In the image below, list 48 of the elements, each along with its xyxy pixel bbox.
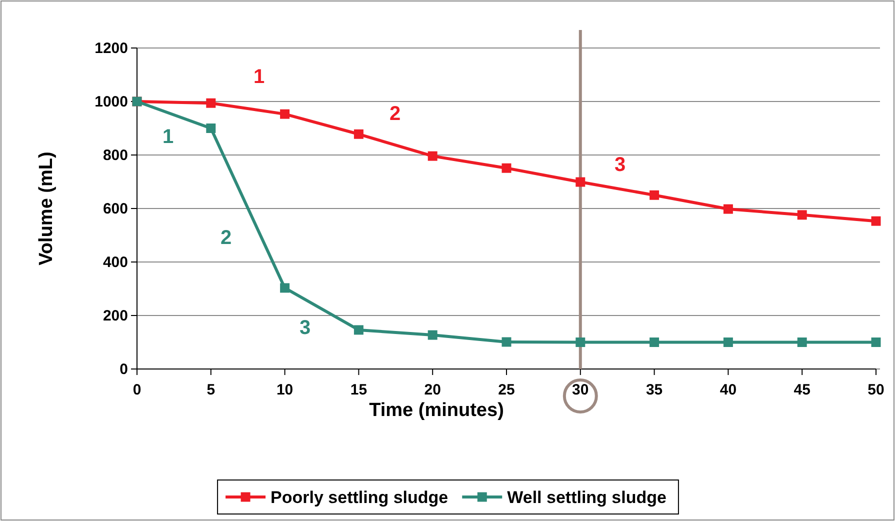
x-tick-label: 50 <box>868 382 884 398</box>
y-tick-label: 400 <box>102 254 128 271</box>
annotation: 2 <box>389 103 401 125</box>
annotation: 3 <box>614 154 626 176</box>
point <box>650 190 660 200</box>
point <box>354 129 364 139</box>
point <box>871 216 881 226</box>
x-tick-label: 25 <box>498 382 515 398</box>
x-tick-label: 15 <box>350 382 368 398</box>
point <box>206 98 216 108</box>
point <box>280 109 290 119</box>
point <box>723 204 733 214</box>
x-axis-title: Time (minutes) <box>369 400 504 421</box>
y-axis-title: Volume (mL) <box>36 152 57 266</box>
x-tick-label: 5 <box>206 382 216 398</box>
point <box>354 325 364 335</box>
point <box>428 151 438 161</box>
point <box>428 330 438 340</box>
point <box>576 338 586 347</box>
legend-label: Well settling sludge <box>507 488 666 507</box>
annotation: 3 <box>299 317 311 339</box>
x-tick-label: 45 <box>794 382 810 398</box>
annotation: 1 <box>253 66 265 88</box>
x-tick-label: 20 <box>424 382 441 398</box>
x-tick-label: 0 <box>132 382 142 398</box>
x-tick-label: 10 <box>276 382 294 398</box>
y-tick-label: 200 <box>102 307 128 324</box>
point <box>280 283 290 293</box>
point <box>723 338 733 347</box>
point <box>797 338 807 347</box>
point <box>502 163 512 173</box>
y-tick-label: 800 <box>102 146 128 164</box>
x-tick-label: 35 <box>646 382 663 398</box>
point <box>797 210 807 220</box>
x-tick-label: 30 <box>572 382 589 398</box>
y-tick-label: 1200 <box>94 40 128 57</box>
annotation: 1 <box>162 126 174 148</box>
point <box>576 177 586 187</box>
legend-label: Poorly settling sludge <box>270 488 448 507</box>
point <box>650 338 660 347</box>
point <box>502 337 512 347</box>
x-tick-label: 40 <box>720 382 737 398</box>
point <box>206 124 216 133</box>
y-tick-label: 1000 <box>94 93 128 110</box>
y-tick-label: 0 <box>120 360 128 378</box>
point <box>871 338 881 347</box>
annotation: 2 <box>220 227 232 249</box>
y-tick-label: 600 <box>102 200 128 218</box>
